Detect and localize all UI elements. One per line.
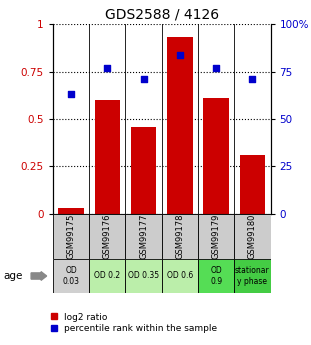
Bar: [162, 259, 198, 293]
Bar: [240, 155, 265, 214]
Text: GSM99178: GSM99178: [175, 214, 184, 259]
Text: GSM99179: GSM99179: [212, 214, 220, 259]
Bar: [95, 100, 120, 214]
Point: [214, 65, 219, 71]
Bar: [234, 214, 271, 259]
Point: [68, 91, 73, 97]
Text: GSM99175: GSM99175: [67, 214, 76, 259]
Bar: [234, 259, 271, 293]
Title: GDS2588 / 4126: GDS2588 / 4126: [105, 8, 219, 22]
Legend: log2 ratio, percentile rank within the sample: log2 ratio, percentile rank within the s…: [48, 309, 221, 337]
Bar: [162, 214, 198, 259]
Text: OD
0.9: OD 0.9: [210, 266, 222, 286]
Text: OD 0.2: OD 0.2: [94, 272, 120, 280]
Bar: [131, 127, 156, 214]
Bar: [53, 259, 89, 293]
Bar: [167, 38, 193, 214]
Text: age: age: [3, 271, 22, 281]
Point: [177, 52, 182, 57]
Text: OD 0.35: OD 0.35: [128, 272, 159, 280]
Text: GSM99176: GSM99176: [103, 214, 112, 259]
Text: OD 0.6: OD 0.6: [167, 272, 193, 280]
Text: stationar
y phase: stationar y phase: [235, 266, 270, 286]
Bar: [125, 259, 162, 293]
Text: GSM99177: GSM99177: [139, 214, 148, 259]
Bar: [198, 259, 234, 293]
Point: [141, 77, 146, 82]
Text: OD
0.03: OD 0.03: [63, 266, 80, 286]
Bar: [89, 259, 125, 293]
Bar: [89, 214, 125, 259]
Point: [105, 65, 110, 71]
Point: [250, 77, 255, 82]
Bar: [58, 208, 84, 214]
Bar: [203, 98, 229, 214]
Bar: [198, 214, 234, 259]
Bar: [53, 214, 89, 259]
Bar: [125, 214, 162, 259]
Text: GSM99180: GSM99180: [248, 214, 257, 259]
